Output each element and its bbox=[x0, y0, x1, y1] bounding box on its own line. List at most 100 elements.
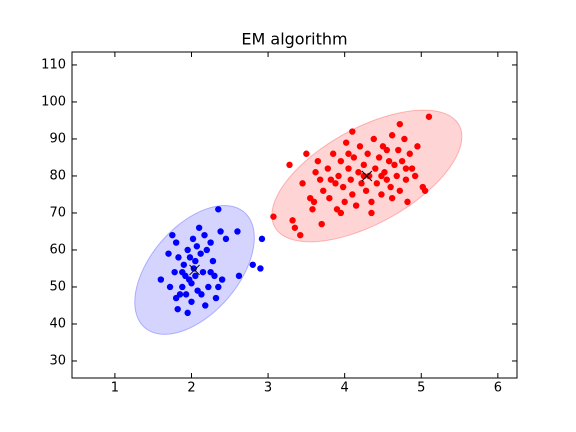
point bbox=[388, 132, 396, 139]
x-tick-label: 3 bbox=[264, 381, 272, 396]
point bbox=[352, 202, 360, 209]
point bbox=[408, 165, 416, 172]
point bbox=[375, 154, 383, 161]
point bbox=[365, 172, 373, 180]
point bbox=[286, 161, 293, 169]
point bbox=[289, 217, 296, 224]
point bbox=[212, 294, 220, 302]
point bbox=[341, 198, 348, 206]
point bbox=[222, 235, 230, 243]
point bbox=[391, 161, 398, 169]
point bbox=[360, 172, 368, 180]
point bbox=[326, 194, 333, 202]
point bbox=[349, 191, 356, 198]
mean-marker bbox=[189, 264, 200, 276]
point bbox=[383, 176, 390, 183]
point bbox=[291, 224, 299, 231]
point bbox=[337, 209, 345, 217]
point bbox=[364, 150, 371, 157]
point bbox=[356, 143, 364, 150]
point bbox=[169, 231, 176, 239]
x-tick-label: 1 bbox=[111, 381, 119, 396]
point bbox=[172, 239, 180, 246]
point bbox=[199, 268, 207, 276]
y-tick-label: 110 bbox=[41, 57, 66, 72]
point bbox=[404, 198, 411, 206]
point bbox=[396, 187, 404, 194]
point bbox=[303, 150, 310, 157]
point bbox=[190, 265, 197, 272]
point bbox=[192, 257, 199, 265]
point bbox=[362, 187, 370, 194]
point bbox=[218, 276, 226, 283]
point bbox=[406, 150, 413, 157]
point bbox=[165, 250, 172, 257]
point bbox=[257, 265, 264, 272]
point bbox=[258, 235, 266, 243]
point bbox=[327, 176, 335, 183]
point bbox=[157, 276, 165, 283]
point bbox=[388, 194, 396, 202]
point bbox=[249, 261, 256, 268]
point bbox=[172, 294, 180, 302]
point bbox=[314, 157, 322, 165]
point bbox=[345, 150, 352, 157]
point bbox=[355, 169, 362, 176]
point bbox=[324, 165, 332, 172]
point bbox=[320, 187, 327, 194]
point bbox=[395, 146, 402, 154]
point bbox=[171, 268, 178, 276]
point bbox=[332, 180, 339, 187]
axes-frame bbox=[71, 51, 518, 379]
point bbox=[370, 135, 377, 143]
point bbox=[347, 176, 354, 183]
x-tick-label: 6 bbox=[494, 381, 502, 396]
x-tick-label: 4 bbox=[341, 381, 349, 396]
point bbox=[358, 180, 365, 187]
point bbox=[372, 165, 379, 172]
point bbox=[192, 272, 199, 280]
point bbox=[310, 198, 318, 206]
point bbox=[360, 161, 368, 169]
point bbox=[193, 243, 201, 250]
point bbox=[186, 254, 194, 261]
point bbox=[174, 305, 181, 313]
mean-marker bbox=[361, 170, 373, 182]
x-tick-label: 2 bbox=[187, 381, 195, 396]
point bbox=[179, 283, 186, 291]
point bbox=[402, 165, 410, 172]
point bbox=[195, 224, 203, 231]
y-tick-label: 80 bbox=[49, 168, 66, 183]
point bbox=[182, 291, 190, 298]
point bbox=[402, 176, 410, 183]
y-tick-label: 70 bbox=[49, 205, 66, 220]
point bbox=[215, 283, 222, 291]
point bbox=[329, 150, 337, 157]
point bbox=[393, 172, 400, 180]
point bbox=[378, 191, 385, 198]
point bbox=[316, 176, 324, 183]
point bbox=[373, 180, 381, 187]
point bbox=[188, 280, 195, 287]
point bbox=[207, 268, 214, 276]
point bbox=[179, 268, 186, 276]
point bbox=[378, 172, 385, 180]
x-tick-label: 5 bbox=[417, 381, 425, 396]
y-tick-label: 40 bbox=[49, 316, 66, 331]
point bbox=[201, 231, 208, 239]
point bbox=[202, 302, 209, 309]
point bbox=[421, 187, 429, 194]
point bbox=[414, 143, 421, 150]
chart-title: EM algorithm bbox=[241, 30, 347, 49]
y-tick-label: 30 bbox=[49, 353, 66, 368]
point bbox=[234, 228, 241, 235]
point bbox=[345, 165, 352, 172]
point bbox=[425, 113, 433, 120]
point bbox=[411, 172, 419, 180]
point bbox=[197, 250, 204, 257]
point bbox=[188, 298, 195, 305]
point bbox=[184, 309, 191, 317]
point bbox=[350, 154, 358, 161]
